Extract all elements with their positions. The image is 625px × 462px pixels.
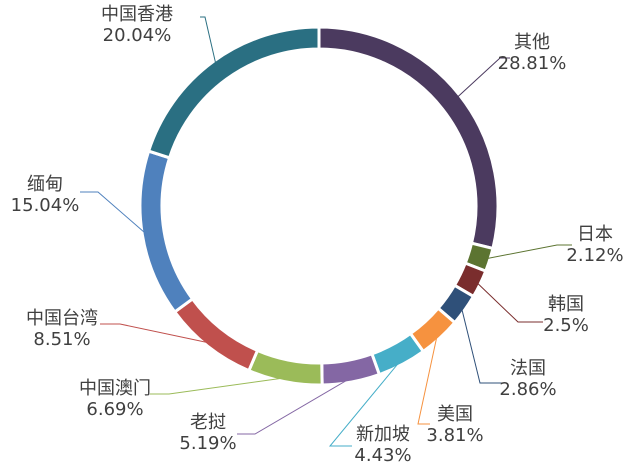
slice-name: 法国	[510, 358, 546, 379]
slice-label-韩国: 韩国 2.5%	[543, 294, 589, 336]
leader-line-中国澳门	[150, 377, 286, 395]
slice-percent: 5.19%	[179, 433, 236, 454]
leader-line-老挝	[237, 377, 351, 435]
leader-line-法国	[460, 307, 505, 384]
slice-label-缅甸: 缅甸 15.04%	[11, 174, 80, 216]
slice-percent: 28.81%	[498, 53, 567, 74]
slice-percent: 20.04%	[103, 25, 172, 46]
slice-percent: 2.12%	[566, 245, 623, 266]
slice-新加坡[interactable]	[369, 331, 426, 377]
slice-name: 其他	[514, 32, 550, 53]
slice-percent: 4.43%	[354, 445, 411, 462]
slice-name: 韩国	[548, 294, 584, 315]
slice-percent: 6.69%	[86, 399, 143, 420]
slice-老挝[interactable]	[320, 351, 382, 387]
slice-label-中国香港: 中国香港 20.04%	[101, 4, 173, 46]
leader-line-日本	[485, 244, 572, 260]
leader-line-缅甸	[80, 191, 147, 235]
slice-中国香港[interactable]	[146, 25, 321, 160]
slice-label-中国台湾: 中国台湾 8.51%	[26, 308, 98, 350]
leader-line-新加坡	[328, 360, 401, 447]
slice-name: 美国	[437, 404, 473, 425]
slice-name: 中国澳门	[79, 378, 151, 399]
leader-lines	[80, 16, 572, 447]
slice-labels: 其他 28.81% 日本 2.12% 韩国 2.5% 法国 2.86% 美国 3.81% 新加坡 4.…	[11, 4, 624, 462]
slice-缅甸[interactable]	[138, 149, 195, 315]
slice-label-老挝: 老挝 5.19%	[179, 412, 236, 454]
slice-label-其他: 其他 28.81%	[498, 32, 567, 74]
slice-percent: 15.04%	[11, 195, 80, 216]
slice-name: 日本	[577, 224, 613, 245]
slice-name: 新加坡	[356, 424, 410, 445]
leader-line-其他	[456, 57, 510, 99]
slice-percent: 3.81%	[426, 425, 483, 446]
leader-line-中国台湾	[100, 323, 211, 344]
slice-label-日本: 日本 2.12%	[566, 224, 623, 266]
slice-中国澳门[interactable]	[246, 348, 324, 387]
slice-percent: 8.51%	[33, 329, 90, 350]
leader-line-美国	[417, 334, 438, 425]
donut-slices	[138, 25, 500, 387]
slice-其他[interactable]	[317, 25, 500, 251]
slice-name: 缅甸	[27, 174, 63, 195]
slice-name: 老挝	[190, 412, 226, 433]
leader-line-中国香港	[200, 16, 217, 65]
slice-percent: 2.5%	[543, 315, 589, 336]
leader-line-韩国	[476, 281, 543, 323]
slice-name: 中国台湾	[26, 308, 98, 329]
slice-label-美国: 美国 3.81%	[426, 404, 483, 446]
slice-label-新加坡: 新加坡 4.43%	[354, 424, 411, 462]
slice-percent: 2.86%	[499, 379, 556, 400]
slice-name: 中国香港	[101, 4, 173, 25]
slice-中国台湾[interactable]	[172, 296, 260, 373]
slice-label-中国澳门: 中国澳门 6.69%	[79, 378, 151, 420]
slice-label-法国: 法国 2.86%	[499, 358, 556, 400]
